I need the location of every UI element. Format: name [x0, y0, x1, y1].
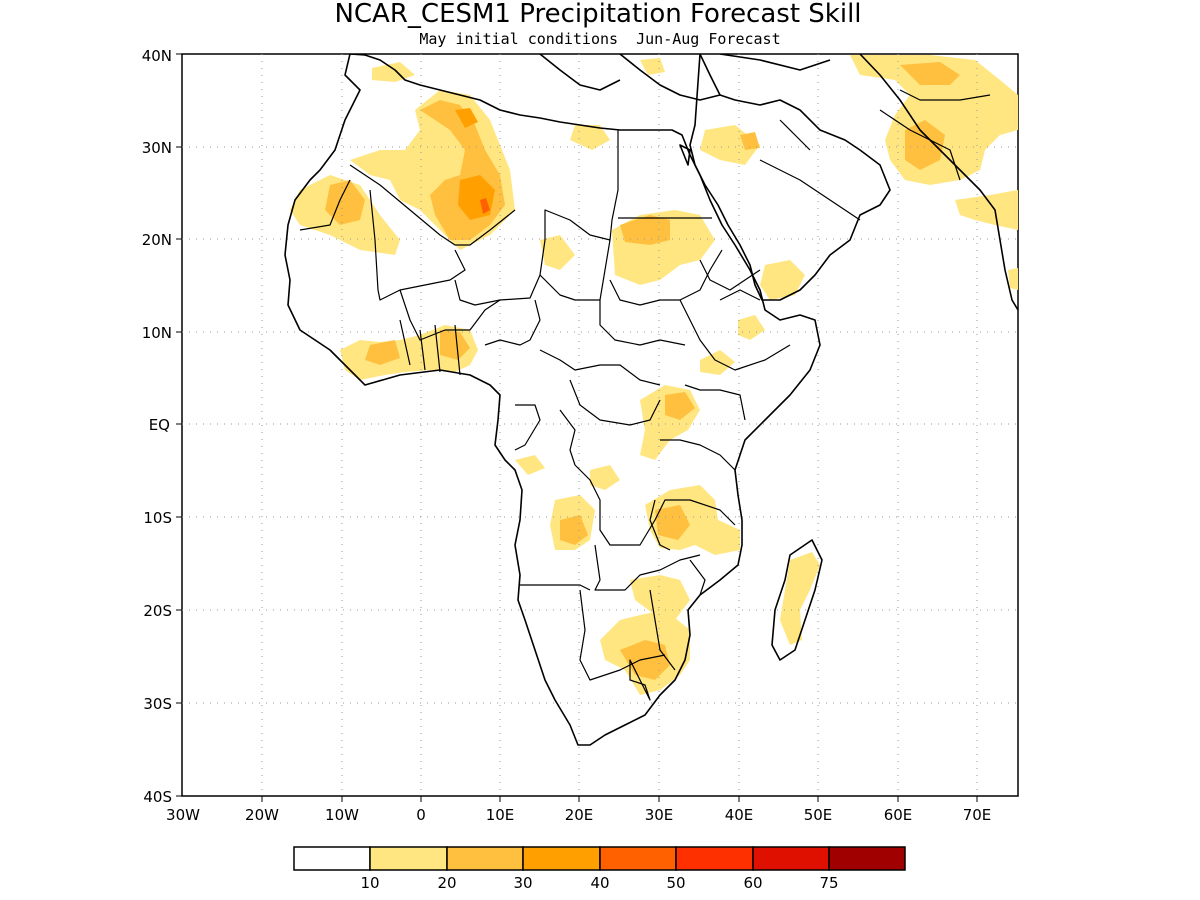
lat-ticks — [176, 53, 182, 797]
lat-label: 40N — [142, 47, 172, 65]
lat-label: 30S — [143, 695, 172, 713]
lat-label: 20S — [143, 602, 172, 620]
country-borders — [299, 89, 991, 701]
lon-label: 60E — [884, 806, 913, 824]
legend-label: 40 — [590, 874, 609, 892]
legend-label: 10 — [360, 874, 379, 892]
legend-label: 60 — [743, 874, 762, 892]
lon-ticks — [261, 796, 978, 802]
lat-label: EQ — [149, 416, 170, 434]
legend-box — [293, 846, 371, 871]
lat-axis-labels: 40N 30N 20N 10N EQ 10S 20S 30S 40S — [142, 47, 172, 806]
skill-shading-level4 — [480, 198, 490, 214]
legend-labels: 10 20 30 40 50 60 75 — [360, 874, 838, 892]
legend-box — [369, 846, 448, 871]
lat-label: 20N — [142, 231, 172, 249]
legend-box — [828, 846, 906, 871]
legend-label: 30 — [513, 874, 532, 892]
grid-lines — [182, 54, 1018, 796]
lon-label: 10W — [325, 806, 359, 824]
legend-box — [446, 846, 524, 871]
lat-label: 30N — [142, 139, 172, 157]
lon-label: 30E — [645, 806, 674, 824]
lon-label: 0 — [416, 806, 426, 824]
lat-label: 10N — [142, 324, 172, 342]
lon-label: 10E — [486, 806, 515, 824]
legend-box — [752, 846, 830, 871]
legend-box — [675, 846, 754, 871]
lat-label: 10S — [143, 509, 172, 527]
legend-label: 50 — [666, 874, 685, 892]
legend-box — [599, 846, 677, 871]
legend-colorbar — [293, 846, 906, 871]
legend-box — [522, 846, 601, 871]
lon-label: 20W — [245, 806, 279, 824]
lon-label: 40E — [725, 806, 754, 824]
legend-label: 20 — [437, 874, 456, 892]
legend-label: 75 — [819, 874, 838, 892]
lon-label: 50E — [804, 806, 833, 824]
lon-label: 70E — [963, 806, 992, 824]
map-title: NCAR_CESM1 Precipitation Forecast Skill — [334, 0, 861, 29]
map-frame — [181, 53, 1019, 797]
coastlines — [284, 54, 1018, 746]
lon-axis-labels: 30W 20W 10W 0 10E 20E 30E 40E 50E 60E 70… — [166, 806, 991, 824]
lon-label: 20E — [565, 806, 594, 824]
lon-label: 30W — [166, 806, 200, 824]
map-subtitle: May initial conditions Jun-Aug Forecast — [419, 30, 780, 48]
lat-label: 40S — [143, 788, 172, 806]
